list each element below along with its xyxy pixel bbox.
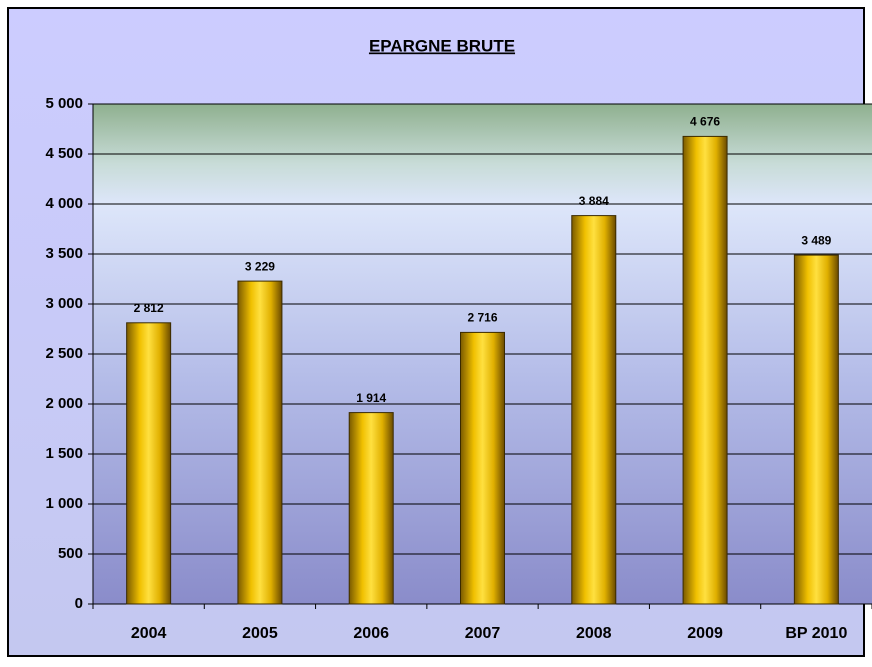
x-tick-label: 2006 <box>353 625 389 642</box>
value-label: 2 812 <box>134 301 164 315</box>
y-tick-label: 3 500 <box>45 245 83 262</box>
y-tick-label: 1 500 <box>45 445 83 462</box>
y-tick-label: 4 000 <box>45 195 83 212</box>
y-tick-label: 4 500 <box>45 145 83 162</box>
value-label: 4 676 <box>690 115 720 129</box>
y-tick-label: 2 500 <box>45 345 83 362</box>
chart-title: EPARGNE BRUTE <box>369 36 515 55</box>
value-label: 3 229 <box>245 259 275 273</box>
y-tick-label: 2 000 <box>45 395 83 412</box>
bar <box>460 331 505 605</box>
y-tick-label: 5 000 <box>45 95 83 112</box>
bar <box>126 322 172 605</box>
value-label: 1 914 <box>356 391 386 405</box>
y-tick-label: 500 <box>58 545 83 562</box>
y-tick-label: 3 000 <box>45 295 83 312</box>
bar <box>348 412 394 605</box>
bar <box>682 135 728 605</box>
x-tick-label: 2004 <box>131 625 167 642</box>
x-tick-label: 2009 <box>687 625 723 642</box>
value-label: 3 884 <box>579 194 609 208</box>
bar <box>237 280 283 605</box>
bar <box>793 254 839 605</box>
x-tick-label: 2008 <box>576 625 612 642</box>
y-tick-label: 1 000 <box>45 495 83 512</box>
value-label: 3 489 <box>801 233 831 247</box>
value-label: 2 716 <box>467 311 497 325</box>
bar <box>571 215 617 605</box>
x-tick-label: 2007 <box>465 625 501 642</box>
x-tick-label: 2005 <box>242 625 278 642</box>
y-tick-label: 0 <box>75 595 83 612</box>
x-tick-label: BP 2010 <box>785 625 847 642</box>
